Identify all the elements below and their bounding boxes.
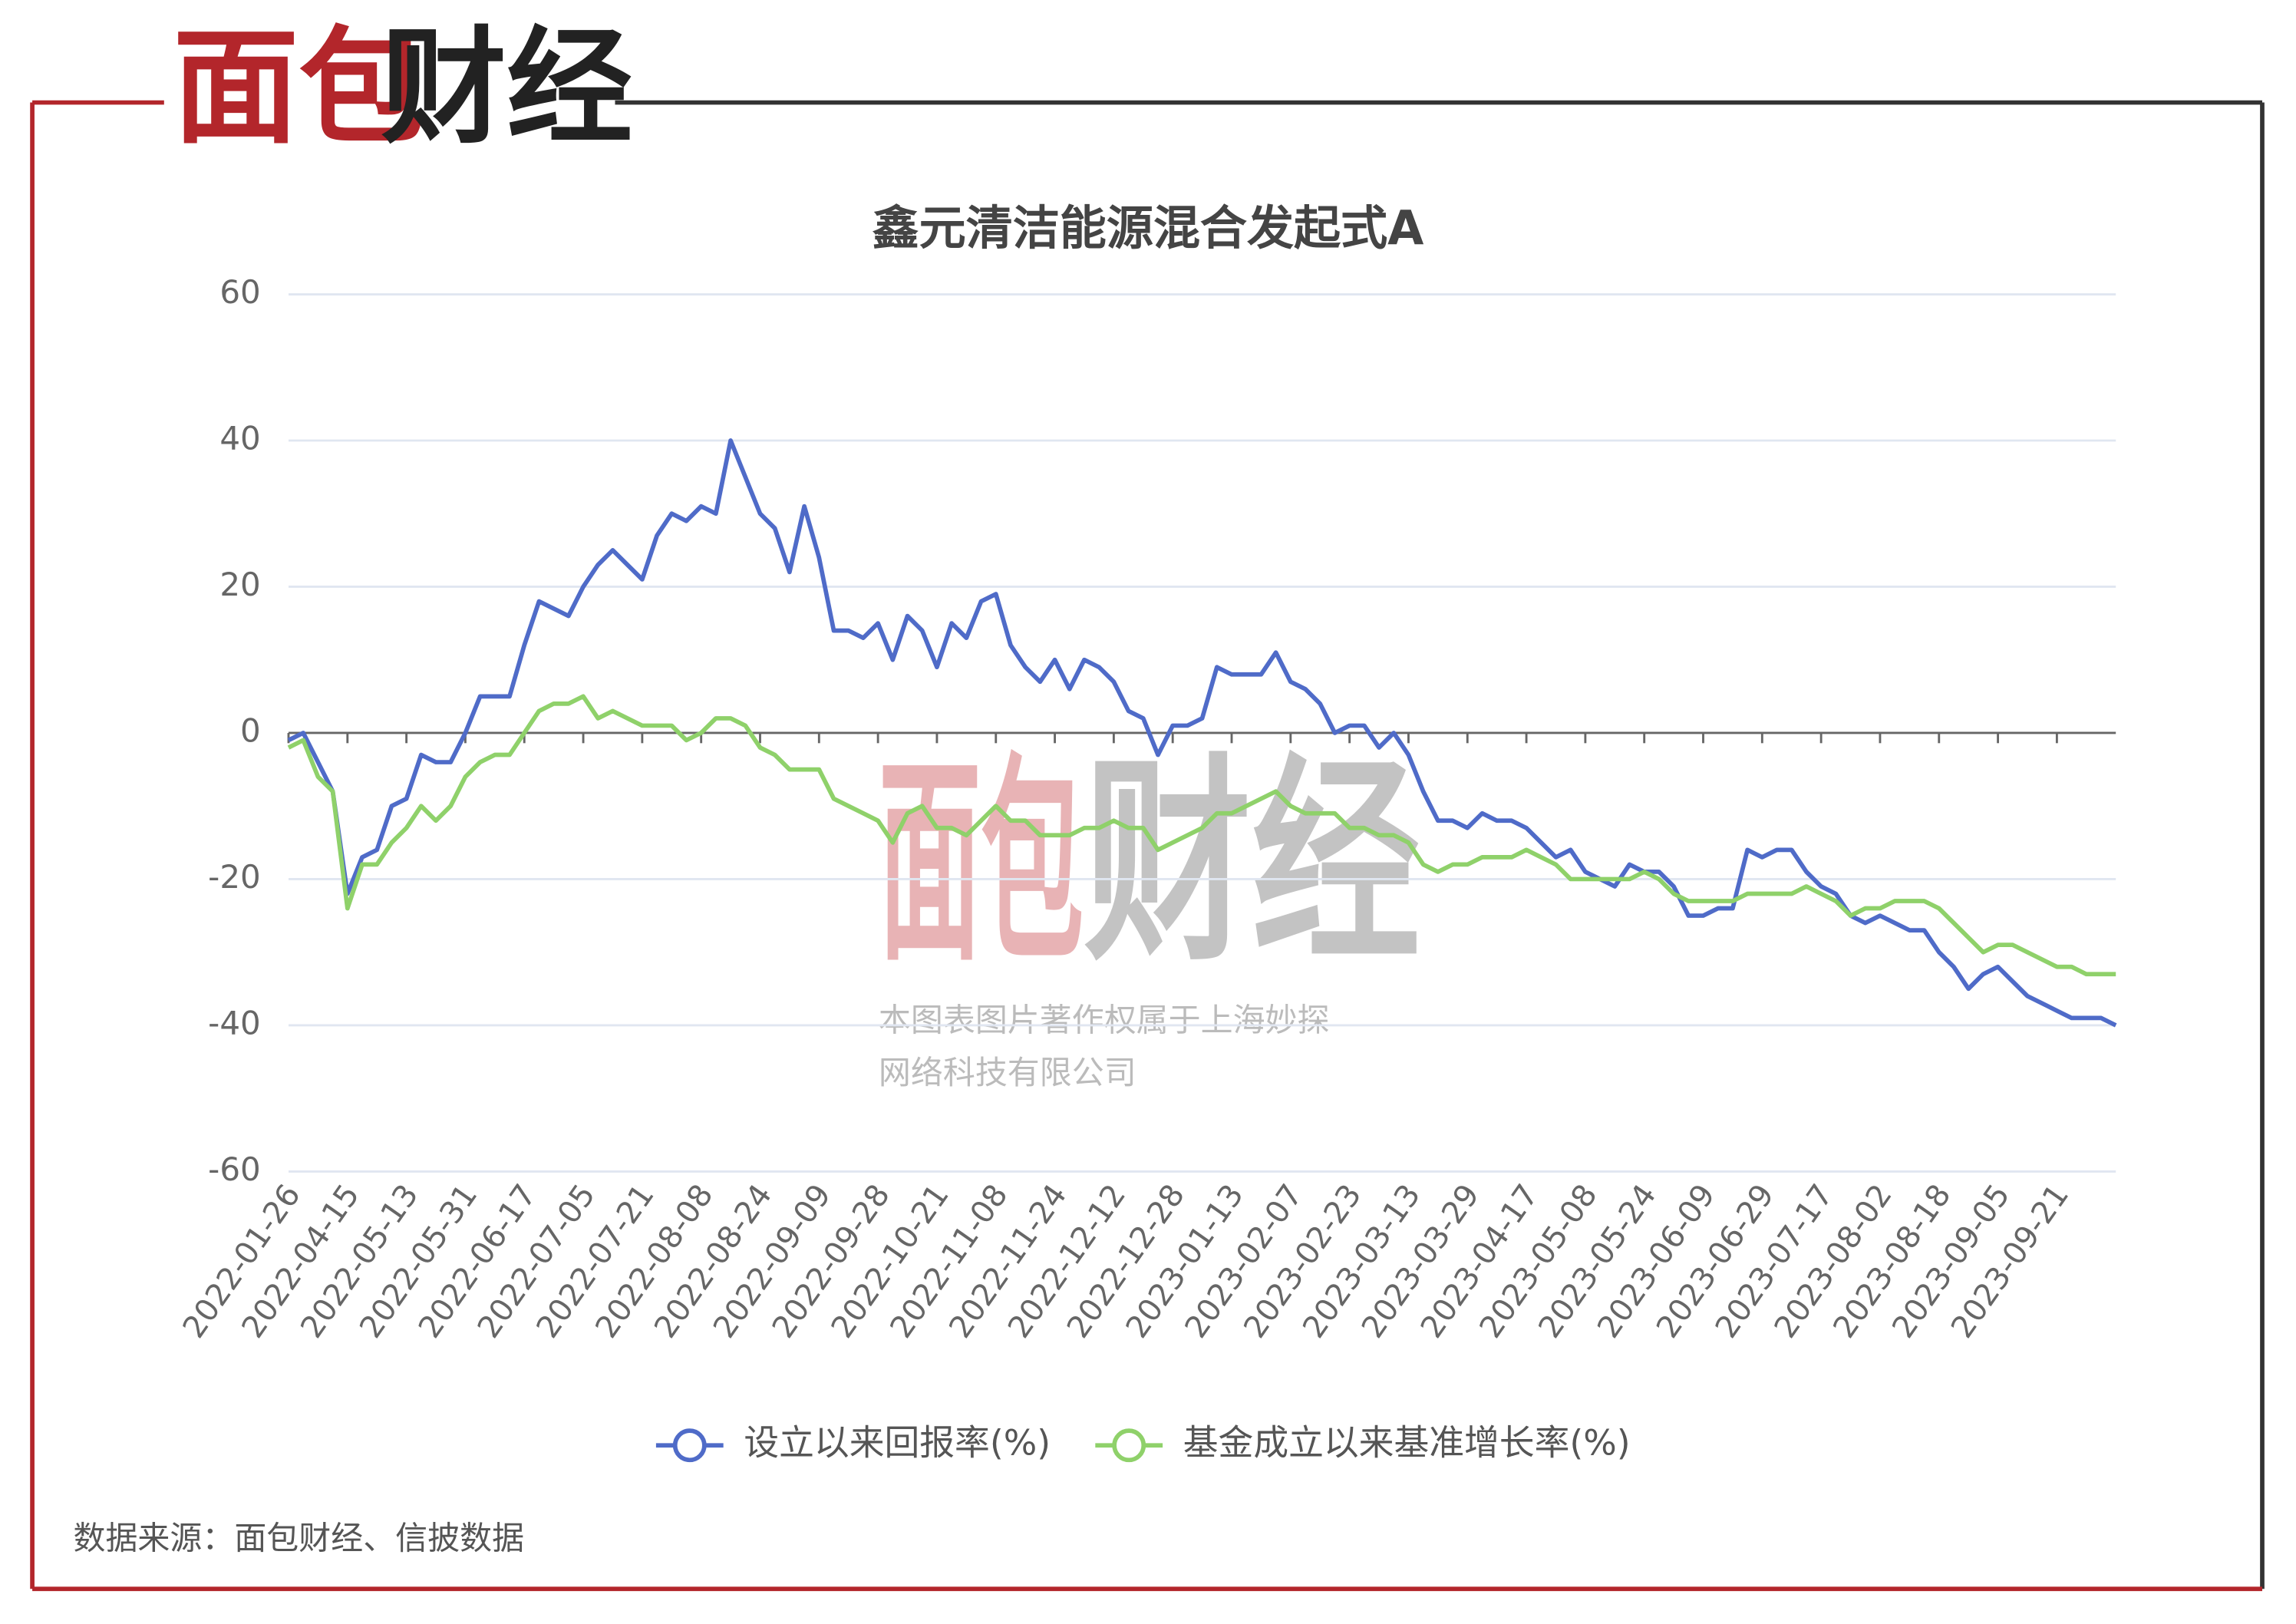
source-note: 数据来源：面包财经、信披数据 [74,1520,525,1557]
legend-label: 基金成立以来基准增长率(%) [1183,1422,1631,1464]
y-tick-label: -40 [208,1004,261,1041]
watermark-text: 本图表图片著作权属于上海妙探 [879,1001,1330,1038]
legend-marker [1112,1428,1146,1463]
logo-text: 面包 [173,15,424,161]
series-line [287,438,2117,1028]
logo-text: 财经 [381,15,632,161]
series-line [287,694,2116,977]
watermark-logo: 财经 [1084,735,1420,991]
y-tick-label: 60 [219,273,260,311]
watermark: 面包 财经 [879,735,1420,991]
y-tick-label: 20 [219,566,260,603]
legend-marker [672,1428,707,1463]
legend-label: 设立以来回报率(%) [744,1422,1051,1464]
y-tick-label: 0 [240,711,261,749]
y-tick-label: 40 [219,419,260,457]
y-tick-label: -60 [208,1150,261,1188]
watermark-logo: 面包 [879,735,1084,991]
watermark-text: 网络科技有限公司 [879,1054,1136,1091]
y-tick-label: -20 [208,858,261,896]
chart-title: 鑫元清洁能源混合发起式A [873,201,1424,256]
